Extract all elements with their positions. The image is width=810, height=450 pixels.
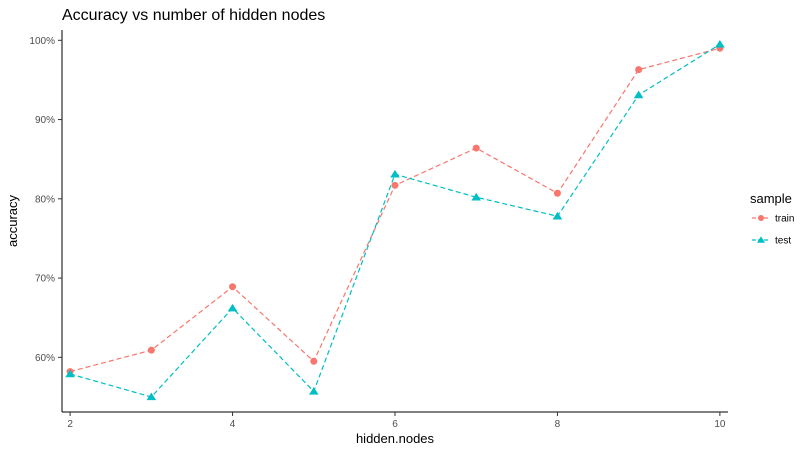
y-axis-title: accuracy	[5, 194, 20, 247]
data-point-test	[308, 387, 319, 395]
data-point-train	[229, 283, 237, 291]
data-point-test	[715, 39, 725, 48]
x-tick-label: 8	[555, 419, 561, 430]
legend: sample train test	[750, 191, 794, 247]
legend-key-marker-train	[758, 215, 764, 221]
x-axis-title: hidden.nodes	[356, 431, 435, 446]
x-tick-label: 4	[230, 419, 236, 430]
y-tick-label: 90%	[35, 115, 55, 126]
y-tick-label: 100%	[29, 36, 55, 47]
y-tick-label: 60%	[35, 353, 55, 364]
data-point-test	[471, 192, 482, 201]
y-tick-label: 80%	[35, 194, 55, 205]
data-point-train	[147, 346, 155, 354]
x-tick-label: 6	[392, 419, 398, 430]
y-tick-label: 70%	[35, 274, 55, 285]
data-point-test	[633, 90, 644, 99]
series-line-train	[69, 47, 721, 373]
data-point-test	[390, 169, 400, 178]
x-tick-label: 10	[714, 419, 726, 430]
plot-area: 2 4 6 8 10 60% 70% 80% 90% 100%	[29, 30, 728, 430]
legend-label-test: test	[775, 236, 791, 247]
data-point-train	[391, 181, 399, 189]
data-point-test	[227, 303, 238, 312]
data-point-train	[553, 189, 561, 197]
legend-title: sample	[750, 191, 792, 206]
legend-key-marker-test	[757, 236, 765, 243]
data-point-train	[635, 66, 643, 74]
data-point-test	[552, 211, 563, 220]
data-point-test	[146, 392, 157, 401]
chart-title: Accuracy vs number of hidden nodes	[62, 7, 325, 24]
series-line-test	[69, 43, 721, 398]
x-tick-label: 2	[67, 419, 73, 430]
data-point-train	[472, 144, 480, 152]
data-point-train	[310, 357, 318, 365]
legend-label-train: train	[775, 214, 794, 225]
data-point-test	[65, 369, 75, 378]
